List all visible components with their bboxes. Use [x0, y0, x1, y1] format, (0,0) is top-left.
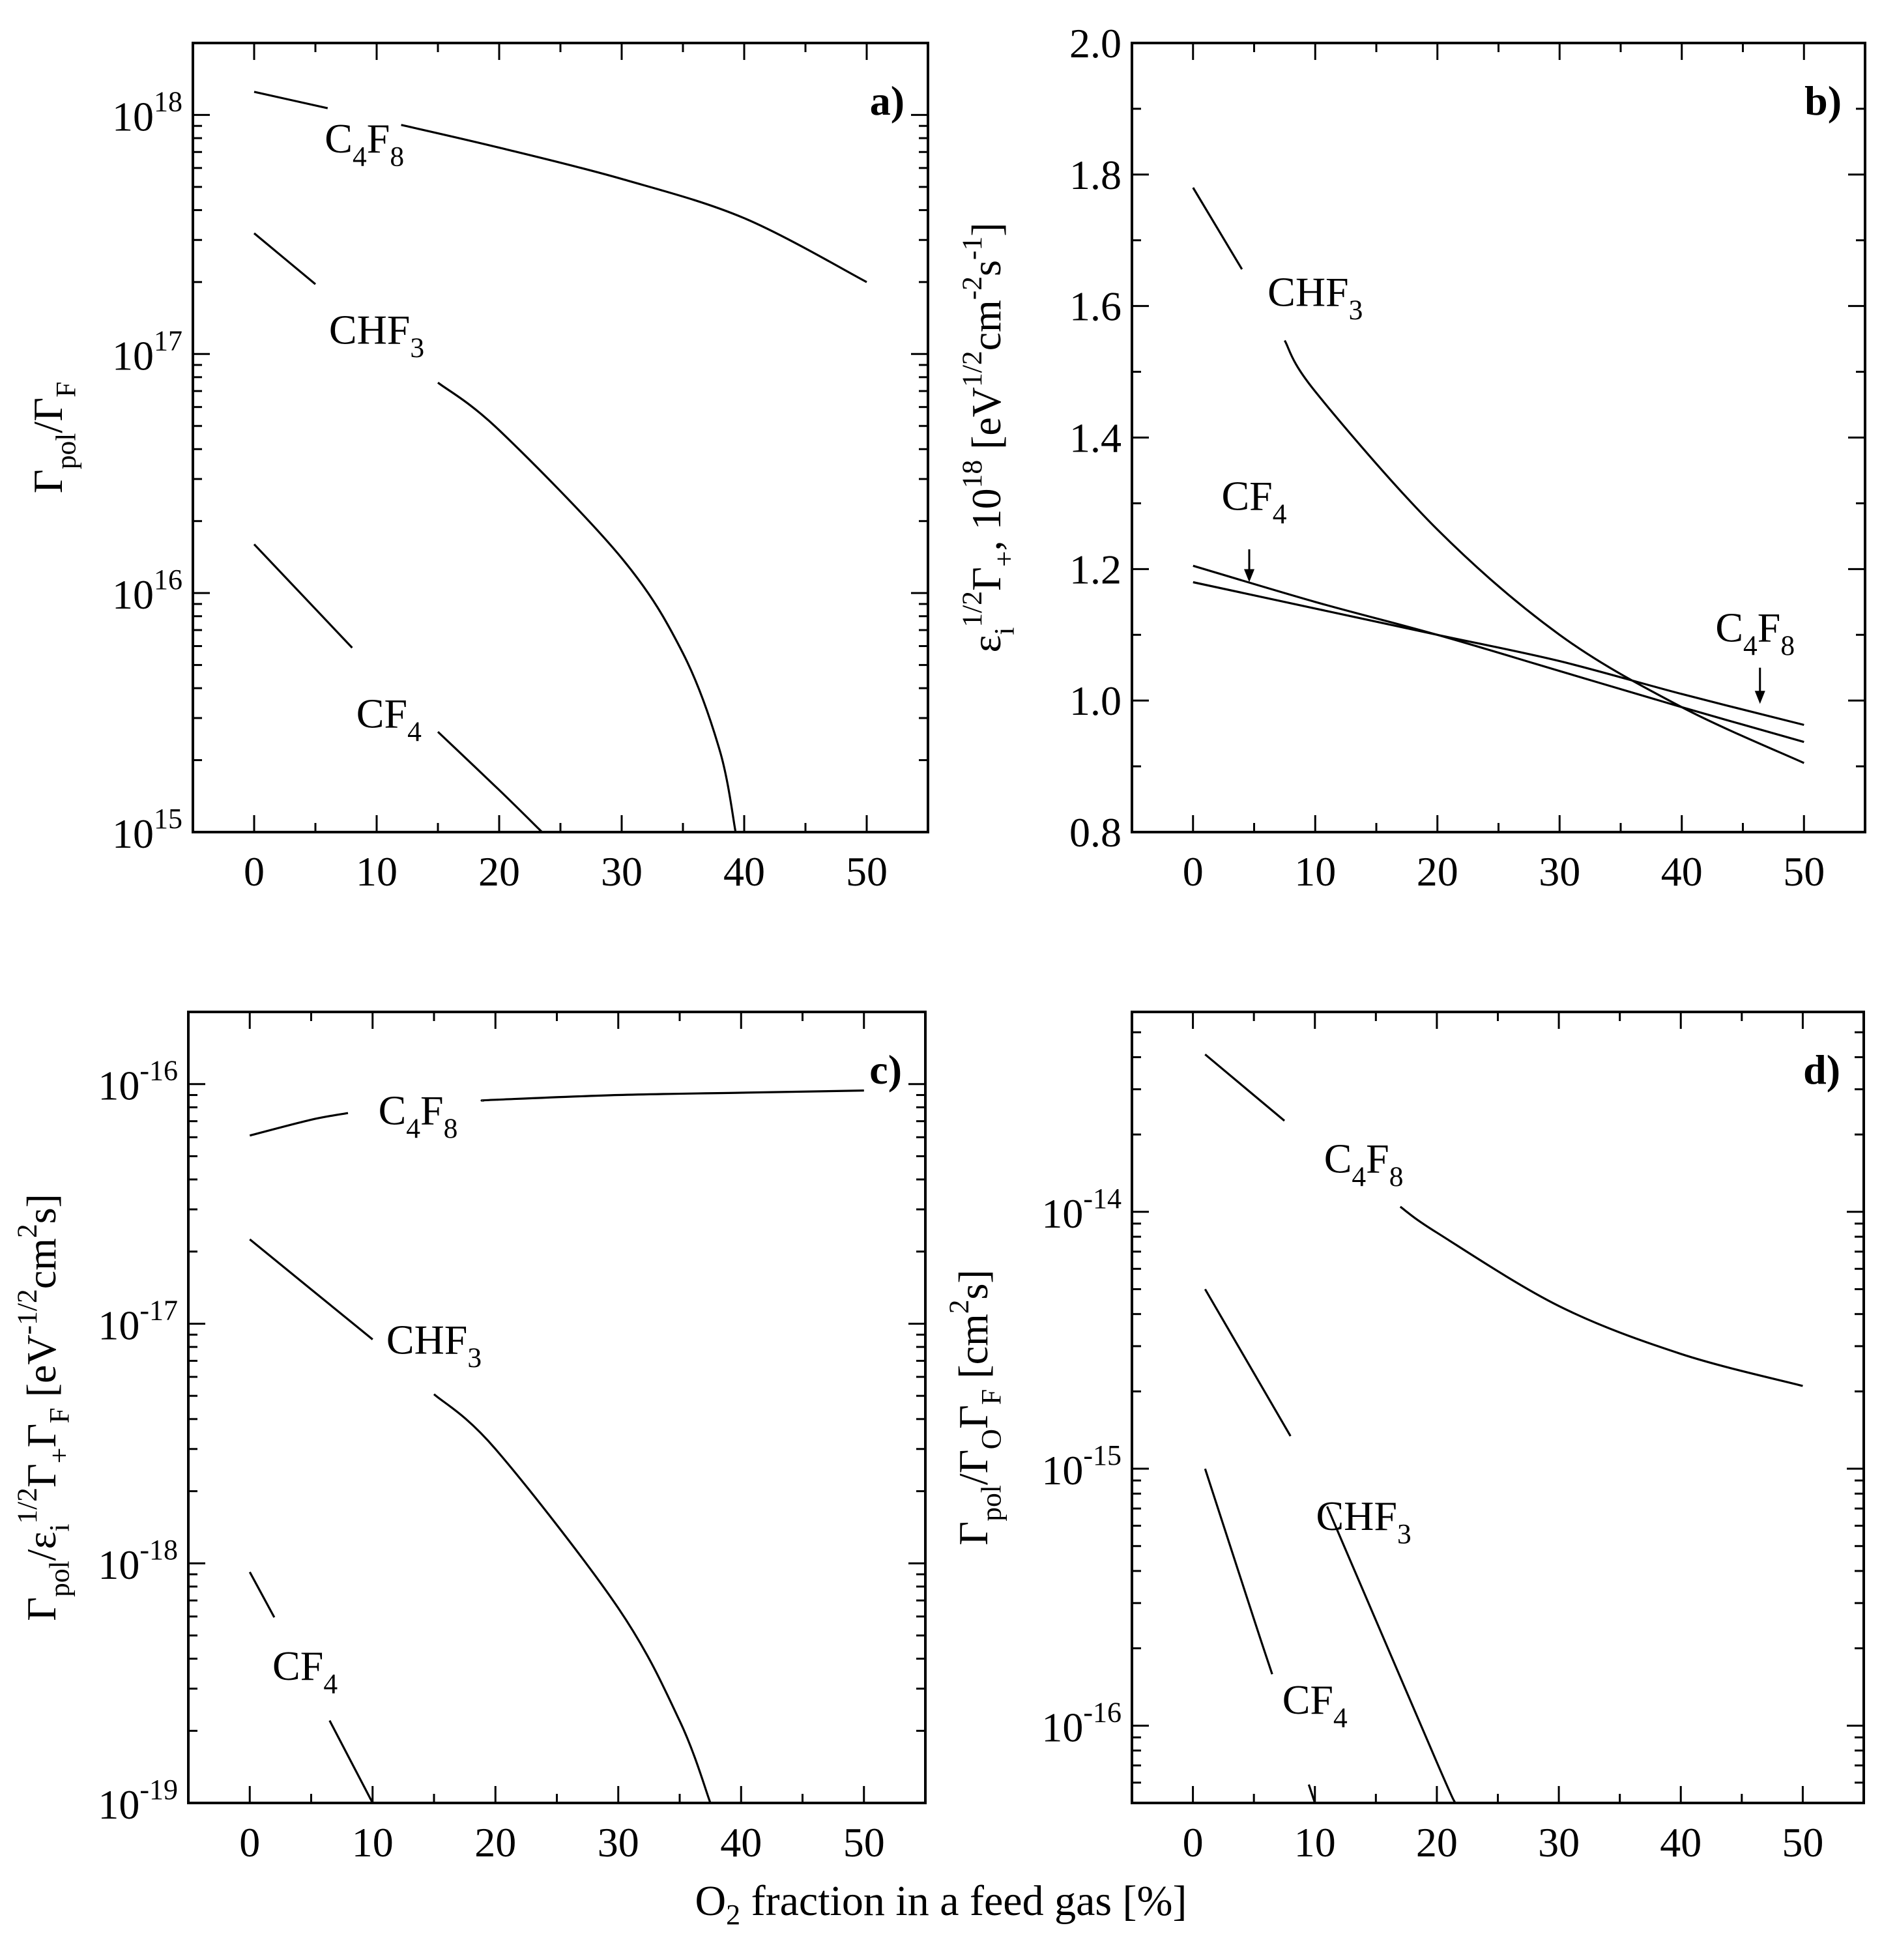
series-line-c4f8 — [249, 1112, 349, 1137]
series-label-cf4: CF4 — [356, 691, 422, 748]
y-tick-label: 10-14 — [1041, 1183, 1122, 1237]
panel-b: 0 10 20 30 40 50 0.8 1.0 1.2 1.4 1.6 1.8 2.0 εi1/2Γ+,… — [957, 20, 1866, 895]
y-axis-label: Γpol/ΓF — [25, 382, 82, 494]
series-label-cf4: CF4 — [1282, 1677, 1348, 1734]
x-tick-label: 50 — [843, 1819, 885, 1866]
x-tick-label: 20 — [1416, 1819, 1458, 1866]
y-axis-label: Γpol/εi1/2Γ+ΓF [eV-1/2cm2s] — [12, 1194, 75, 1621]
y-tick-label: 1.4 — [1069, 415, 1122, 461]
y-tick-label: 0.8 — [1069, 809, 1122, 856]
series-line-c4f8 — [1399, 1205, 1803, 1387]
series-line-cf4 — [253, 543, 353, 649]
x-tick-label: 30 — [1539, 848, 1580, 895]
y-tick-label: 1016 — [112, 564, 182, 618]
y-tick-label: 10-18 — [98, 1534, 178, 1588]
plot-frame — [192, 42, 929, 833]
series-line-chf3 — [1284, 339, 1804, 764]
annotation-label: C4F8 — [1715, 604, 1795, 661]
y-tick-label: 1017 — [112, 324, 182, 379]
y-tick-label: 2.0 — [1069, 20, 1122, 66]
series-line-c4f8 — [253, 91, 328, 109]
shared-x-axis-label: O2 fraction in a feed gas [%] — [695, 1877, 1187, 1931]
series-line-chf3 — [437, 381, 737, 833]
panel-label: d) — [1803, 1046, 1840, 1093]
series-label-chf3: CHF3 — [1267, 268, 1363, 326]
series-line-chf3 — [249, 1238, 373, 1340]
x-tick-label: 0 — [1183, 848, 1204, 895]
y-tick-label: 1.8 — [1069, 152, 1122, 198]
series-line-c4f8 — [1193, 581, 1804, 727]
series-line-cf4 — [437, 730, 543, 833]
y-tick-label: 1018 — [112, 85, 182, 139]
panel-c: 0 10 20 30 40 50 10-19 10-18 10-17 10-16 Γpol/εi1/… — [12, 1011, 927, 1866]
series-line-chf3 — [433, 1393, 712, 1804]
y-tick-label: 10-19 — [98, 1774, 178, 1828]
y-tick-label: 1.2 — [1069, 546, 1122, 592]
x-tick-label: 30 — [1538, 1819, 1580, 1866]
y-tick-label: 1015 — [112, 803, 182, 857]
series-label-c4f8: C4F8 — [325, 115, 404, 173]
x-tick-label: 20 — [1417, 848, 1458, 895]
series-line-cf4 — [1193, 564, 1804, 743]
x-tick-label: 40 — [723, 848, 765, 895]
panel-label: a) — [870, 78, 905, 124]
plot-frame — [1131, 1011, 1865, 1804]
y-tick-label: 10-16 — [98, 1055, 178, 1109]
annotation-arrowhead — [1244, 569, 1254, 583]
y-tick-label: 1.0 — [1069, 678, 1122, 724]
x-tick-label: 50 — [846, 848, 888, 895]
series-line-c4f8 — [401, 124, 867, 283]
series-line-cf4 — [328, 1720, 374, 1804]
y-tick-label: 1.6 — [1069, 283, 1122, 330]
x-tick-label: 30 — [601, 848, 643, 895]
x-tick-label: 10 — [352, 1819, 394, 1866]
x-tick-label: 0 — [239, 1819, 260, 1866]
series-line-chf3 — [1192, 187, 1243, 270]
series-line-chf3 — [1326, 1506, 1456, 1804]
series-line-c4f8 — [1204, 1053, 1286, 1122]
panel-d: 0 10 20 30 40 50 10-16 10-15 10-14 Γpol/ΓOΓF [cm2… — [944, 1011, 1865, 1866]
y-axis-label: Γpol/ΓOΓF [cm2s] — [944, 1269, 1007, 1545]
x-tick-label: 40 — [720, 1819, 762, 1866]
series-label-cf4: CF4 — [272, 1643, 338, 1700]
x-tick-label: 10 — [1294, 848, 1336, 895]
x-tick-label: 30 — [598, 1819, 639, 1866]
x-tick-label: 10 — [1294, 1819, 1336, 1866]
x-tick-label: 0 — [244, 848, 265, 895]
plot-frame — [1131, 42, 1866, 833]
x-tick-label: 20 — [478, 848, 520, 895]
y-tick-label: 10-17 — [98, 1294, 178, 1348]
x-tick-label: 10 — [356, 848, 398, 895]
series-line-c4f8 — [480, 1089, 864, 1102]
panel-label: c) — [869, 1046, 902, 1093]
series-line-cf4 — [1204, 1468, 1273, 1675]
y-tick-label: 10-15 — [1041, 1439, 1122, 1493]
x-tick-label: 50 — [1783, 848, 1825, 895]
panel-label: b) — [1804, 78, 1842, 124]
x-tick-label: 50 — [1782, 1819, 1823, 1866]
series-label-chf3: CHF3 — [329, 307, 424, 364]
series-label-chf3: CHF3 — [386, 1316, 482, 1374]
x-tick-label: 40 — [1661, 848, 1703, 895]
y-tick-label: 10-16 — [1041, 1696, 1122, 1750]
series-label-chf3: CHF3 — [1316, 1493, 1411, 1550]
series-line-cf4 — [1307, 1784, 1316, 1804]
x-tick-label: 0 — [1183, 1819, 1204, 1866]
series-label-c4f8: C4F8 — [379, 1087, 458, 1144]
y-axis-label: εi1/2Γ+, 1018 [eV1/2cm-2s-1] — [957, 222, 1020, 652]
panel-a: 0 10 20 30 40 50 1015 1016 1017 1018 Γpol/ΓF a) C4F8… — [25, 42, 929, 895]
series-label-c4f8: C4F8 — [1324, 1135, 1404, 1192]
annotation-arrowhead — [1754, 691, 1765, 704]
series-line-chf3 — [253, 232, 317, 285]
x-tick-label: 40 — [1660, 1819, 1701, 1866]
annotation-label: CF4 — [1221, 473, 1286, 530]
series-line-cf4 — [248, 1571, 276, 1618]
series-line-chf3 — [1204, 1288, 1292, 1437]
x-tick-label: 20 — [474, 1819, 516, 1866]
